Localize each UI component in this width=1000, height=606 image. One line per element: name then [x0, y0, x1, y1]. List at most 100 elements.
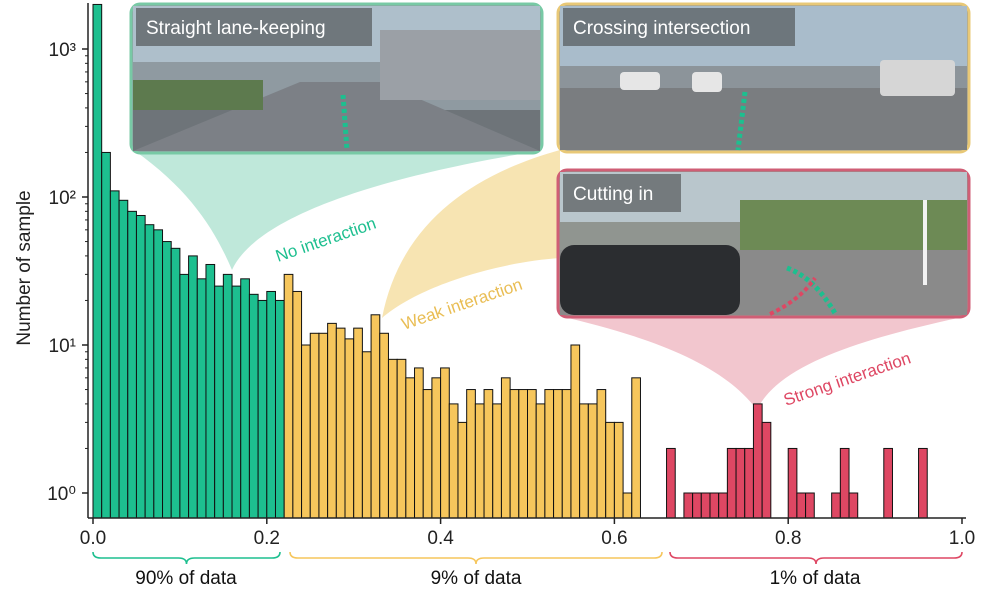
no-interaction-callout: [135, 151, 538, 270]
weak-interaction-share: 9% of data: [431, 568, 522, 589]
bar-weak-interaction: [283, 273, 294, 519]
bar-weak-interaction: [587, 403, 598, 519]
bar-no-interaction: [162, 241, 172, 519]
car: [620, 72, 660, 90]
bar-weak-interaction: [544, 389, 555, 519]
bar-strong-interaction: [666, 447, 676, 519]
bar-weak-interaction: [301, 344, 311, 519]
weak-interaction-callout: [382, 150, 560, 318]
strong-interaction-brace: [669, 551, 963, 565]
bar-strong-interaction: [709, 492, 720, 519]
bar-weak-interaction: [309, 332, 320, 519]
car: [560, 245, 740, 315]
bar-weak-interaction: [387, 358, 398, 519]
bar-strong-interaction: [848, 492, 859, 519]
trajectory-path: [340, 94, 350, 151]
bar-weak-interaction: [605, 421, 615, 519]
trajectory-path: [735, 91, 748, 151]
bar-strong-interaction: [683, 492, 694, 519]
car: [692, 72, 722, 92]
panel-title-bg: [563, 174, 681, 212]
road: [560, 88, 967, 150]
bar-no-interaction: [153, 229, 164, 519]
y-axis-ticks: 10⁰ 10¹ 10² 10³: [47, 40, 88, 505]
bar-strong-interaction: [726, 447, 737, 519]
bar-no-interaction: [109, 190, 120, 519]
x-tick-label: 0.4: [427, 528, 454, 549]
strong-interaction-share: 1% of data: [770, 568, 861, 589]
other-trajectory: [769, 276, 817, 316]
bar-weak-interaction: [335, 327, 346, 519]
bar-no-interaction: [101, 151, 111, 519]
bar-weak-interaction: [527, 389, 537, 519]
x-tick-label: 0.8: [775, 528, 801, 549]
bar-weak-interaction: [292, 290, 303, 519]
bar-no-interaction: [222, 273, 233, 519]
y-tick-label: 10⁰: [47, 484, 76, 505]
truck: [880, 60, 955, 96]
panel-title-bg: [136, 8, 372, 46]
cutting-in-title: Cutting in: [573, 184, 653, 205]
bar-no-interaction: [135, 214, 146, 519]
bar-weak-interaction: [414, 367, 424, 519]
histogram-bars: [92, 3, 928, 519]
x-tick-label: 0.0: [80, 528, 106, 549]
no-interaction-brace: [92, 551, 281, 565]
bar-weak-interaction: [613, 421, 624, 519]
bar-weak-interaction: [422, 389, 433, 519]
bar-no-interaction: [240, 278, 250, 519]
bar-weak-interaction: [396, 358, 407, 519]
x-tick-label: 0.6: [601, 528, 627, 549]
bar-no-interaction: [231, 285, 242, 519]
x-tick-label: 1.0: [949, 528, 975, 549]
bar-strong-interaction: [918, 447, 928, 519]
bar-weak-interaction: [379, 332, 389, 519]
bar-weak-interaction: [596, 389, 607, 519]
bar-weak-interaction: [466, 389, 476, 519]
bar-weak-interaction: [622, 492, 633, 519]
bar-no-interaction: [188, 255, 198, 519]
x-axis-ticks: 0.0 0.2 0.4 0.6 0.8 1.0: [80, 518, 975, 549]
straight-lane-keeping-panel: Straight lane-keeping: [129, 2, 544, 155]
bar-weak-interaction: [457, 421, 468, 519]
bar-weak-interaction: [370, 314, 381, 519]
y-tick-label: 10²: [49, 188, 76, 209]
bar-strong-interaction: [787, 447, 798, 519]
bar-strong-interaction: [796, 492, 807, 519]
bar-weak-interaction: [440, 367, 450, 519]
no-interaction-share: 90% of data: [135, 568, 237, 589]
bar-weak-interaction: [353, 327, 363, 519]
bar-strong-interaction: [831, 492, 841, 519]
straight-lane-keeping-title: Straight lane-keeping: [146, 18, 326, 39]
bar-no-interaction: [118, 199, 129, 519]
bar-strong-interaction: [761, 421, 772, 519]
bar-strong-interaction: [700, 492, 711, 519]
bar-weak-interaction: [431, 377, 442, 519]
bar-weak-interaction: [553, 389, 563, 519]
y-tick-label: 10¹: [49, 336, 76, 357]
trees: [133, 80, 263, 110]
bar-weak-interaction: [579, 403, 589, 519]
cutting-in-panel: Cutting in: [556, 168, 971, 319]
bar-weak-interaction: [327, 322, 337, 519]
bar-weak-interaction: [448, 403, 459, 519]
y-axis-title: Number of sample: [14, 190, 35, 345]
bar-weak-interaction: [474, 403, 485, 519]
road-surface: [133, 82, 540, 151]
bar-no-interaction: [257, 299, 268, 519]
bar-weak-interaction: [483, 389, 494, 519]
bar-weak-interaction: [509, 389, 520, 519]
bar-weak-interaction: [344, 338, 355, 519]
bar-no-interaction: [266, 290, 276, 519]
bar-strong-interaction: [735, 447, 746, 519]
bar-no-interaction: [127, 210, 137, 519]
bar-strong-interaction: [805, 492, 815, 519]
bar-no-interaction: [248, 293, 259, 519]
bar-weak-interaction: [500, 377, 511, 519]
bar-strong-interaction: [752, 403, 763, 519]
bar-strong-interaction: [883, 447, 893, 519]
bar-weak-interaction: [535, 403, 546, 519]
bar-weak-interaction: [518, 389, 528, 519]
bar-strong-interaction: [839, 447, 850, 519]
